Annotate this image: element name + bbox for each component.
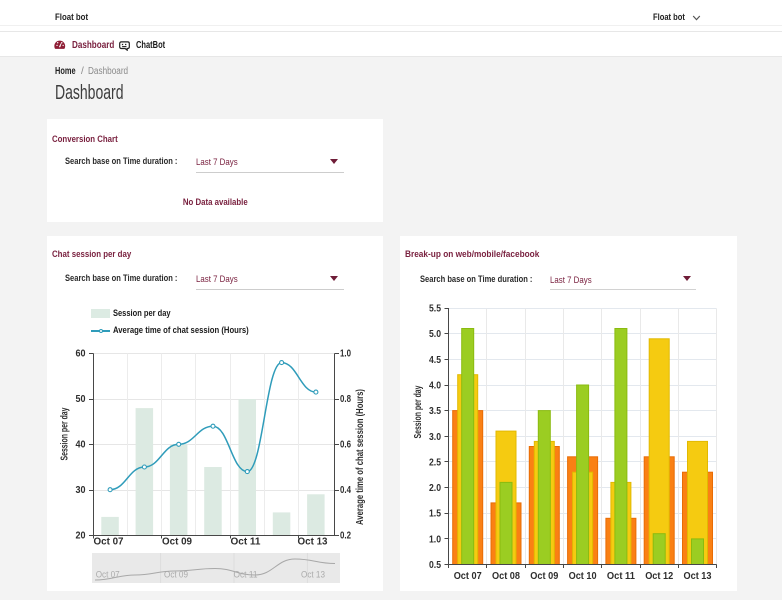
svg-text:Oct 07: Oct 07 bbox=[96, 570, 120, 581]
svg-text:4.0: 4.0 bbox=[429, 381, 441, 392]
svg-text:2.0: 2.0 bbox=[429, 483, 441, 494]
svg-text:50: 50 bbox=[76, 394, 86, 405]
svg-text:Oct 11: Oct 11 bbox=[234, 570, 258, 581]
svg-text:Oct 08: Oct 08 bbox=[492, 571, 520, 582]
svg-text:0.2: 0.2 bbox=[340, 531, 351, 542]
svg-text:Oct 11: Oct 11 bbox=[231, 536, 261, 548]
svg-text:20: 20 bbox=[76, 531, 86, 542]
svg-text:Oct 09: Oct 09 bbox=[530, 571, 558, 582]
svg-text:Session per day: Session per day bbox=[59, 407, 71, 460]
svg-text:Oct 09: Oct 09 bbox=[164, 570, 188, 581]
svg-text:Average time of chat session (: Average time of chat session (Hours) bbox=[354, 389, 366, 525]
svg-text:Oct 10: Oct 10 bbox=[569, 571, 597, 582]
svg-text:Oct 09: Oct 09 bbox=[162, 536, 192, 548]
svg-text:4.5: 4.5 bbox=[429, 355, 441, 366]
svg-text:Session per day: Session per day bbox=[412, 385, 424, 438]
svg-text:5.0: 5.0 bbox=[429, 329, 441, 340]
svg-text:Oct 13: Oct 13 bbox=[684, 571, 712, 582]
svg-text:0.5: 0.5 bbox=[429, 560, 441, 571]
svg-text:0.8: 0.8 bbox=[340, 394, 351, 405]
svg-text:Oct 11: Oct 11 bbox=[607, 571, 635, 582]
svg-text:2.5: 2.5 bbox=[429, 457, 441, 468]
svg-text:Oct 13: Oct 13 bbox=[298, 536, 328, 548]
svg-text:Oct 07: Oct 07 bbox=[94, 536, 124, 548]
svg-text:1.0: 1.0 bbox=[429, 534, 441, 545]
svg-text:0.6: 0.6 bbox=[340, 440, 351, 451]
svg-text:1.5: 1.5 bbox=[429, 509, 441, 520]
svg-text:60: 60 bbox=[76, 349, 86, 360]
svg-text:Oct 07: Oct 07 bbox=[454, 571, 482, 582]
svg-text:0.4: 0.4 bbox=[340, 485, 351, 496]
svg-text:3.5: 3.5 bbox=[429, 406, 441, 417]
svg-text:Oct 13: Oct 13 bbox=[301, 570, 325, 581]
svg-text:5.5: 5.5 bbox=[429, 304, 441, 315]
svg-text:3.0: 3.0 bbox=[429, 432, 441, 443]
svg-text:40: 40 bbox=[76, 440, 86, 451]
svg-text:30: 30 bbox=[76, 485, 86, 496]
svg-text:Oct 12: Oct 12 bbox=[645, 571, 673, 582]
svg-text:1.0: 1.0 bbox=[340, 349, 351, 360]
